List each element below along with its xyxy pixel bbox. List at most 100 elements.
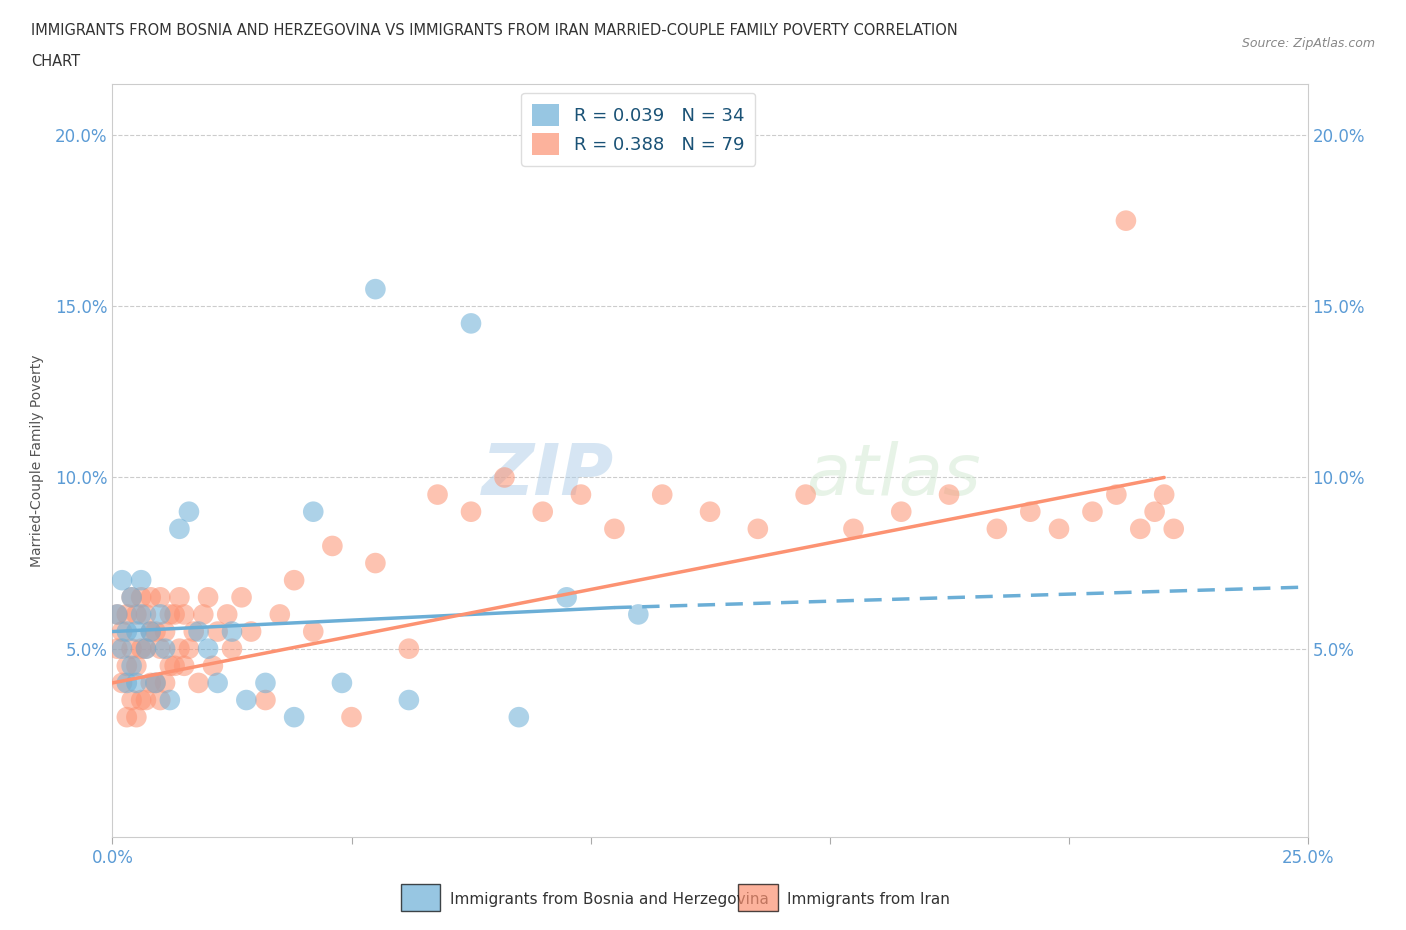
Point: [121, 590, 143, 604]
Point: [1105, 487, 1128, 502]
Point: [217, 607, 239, 622]
Point: [129, 642, 152, 657]
Point: [105, 607, 128, 622]
Point: [129, 590, 152, 604]
Point: [159, 658, 181, 673]
Point: [364, 555, 387, 570]
Point: [240, 624, 263, 639]
Point: [207, 624, 229, 639]
Point: [115, 624, 138, 639]
Point: [221, 624, 243, 639]
Point: [149, 590, 172, 604]
Point: [231, 590, 253, 604]
Point: [340, 710, 363, 724]
Point: [115, 658, 138, 673]
Point: [125, 710, 148, 724]
Point: [302, 624, 325, 639]
Point: [111, 675, 134, 690]
Point: [890, 504, 912, 519]
Point: [938, 487, 960, 502]
Point: [135, 642, 157, 657]
Point: [1129, 522, 1152, 537]
Point: [398, 642, 420, 657]
Point: [121, 590, 143, 604]
Point: [163, 658, 186, 673]
Point: [121, 693, 143, 708]
Point: [1081, 504, 1104, 519]
Point: [531, 504, 554, 519]
Point: [115, 675, 138, 690]
Text: CHART: CHART: [31, 54, 80, 69]
Point: [145, 624, 167, 639]
Point: [139, 590, 162, 604]
Point: [159, 607, 181, 622]
Point: [105, 642, 128, 657]
Point: [321, 538, 343, 553]
Text: Immigrants from Iran: Immigrants from Iran: [787, 892, 950, 907]
Point: [221, 642, 243, 657]
Point: [163, 607, 186, 622]
Point: [169, 522, 191, 537]
Point: [254, 693, 277, 708]
Point: [177, 642, 200, 657]
Point: [330, 675, 353, 690]
Point: [173, 658, 195, 673]
Point: [187, 675, 209, 690]
Point: [105, 607, 128, 622]
Point: [111, 642, 134, 657]
Point: [149, 607, 172, 622]
Point: [169, 590, 191, 604]
Point: [1019, 504, 1042, 519]
Point: [125, 607, 148, 622]
Point: [460, 316, 482, 331]
Point: [460, 504, 482, 519]
Point: [555, 590, 578, 604]
Point: [153, 675, 176, 690]
Point: [129, 607, 152, 622]
Point: [111, 573, 134, 588]
Point: [139, 624, 162, 639]
Point: [111, 624, 134, 639]
Text: Immigrants from Bosnia and Herzegovina: Immigrants from Bosnia and Herzegovina: [450, 892, 769, 907]
Point: [145, 675, 167, 690]
Point: [603, 522, 626, 537]
Point: [235, 693, 257, 708]
Point: [569, 487, 592, 502]
Point: [173, 607, 195, 622]
Point: [1115, 213, 1137, 228]
Point: [135, 642, 157, 657]
Text: IMMIGRANTS FROM BOSNIA AND HERZEGOVINA VS IMMIGRANTS FROM IRAN MARRIED-COUPLE FA: IMMIGRANTS FROM BOSNIA AND HERZEGOVINA V…: [31, 23, 957, 38]
Point: [169, 642, 191, 657]
Point: [129, 693, 152, 708]
Legend: R = 0.039   N = 34, R = 0.388   N = 79: R = 0.039 N = 34, R = 0.388 N = 79: [522, 93, 755, 166]
Point: [125, 624, 148, 639]
Point: [986, 522, 1008, 537]
Point: [269, 607, 291, 622]
Point: [1163, 522, 1185, 537]
Point: [508, 710, 530, 724]
Point: [747, 522, 769, 537]
Point: [115, 607, 138, 622]
Point: [627, 607, 650, 622]
Point: [494, 470, 516, 485]
Point: [121, 642, 143, 657]
Point: [193, 607, 215, 622]
Point: [149, 642, 172, 657]
Text: atlas: atlas: [806, 441, 980, 510]
Point: [207, 675, 229, 690]
Point: [398, 693, 420, 708]
Point: [135, 693, 157, 708]
Y-axis label: Married-Couple Family Poverty: Married-Couple Family Poverty: [30, 354, 44, 566]
Point: [125, 675, 148, 690]
Point: [842, 522, 865, 537]
Point: [187, 624, 209, 639]
Point: [1153, 487, 1175, 502]
Point: [115, 710, 138, 724]
Point: [254, 675, 277, 690]
Point: [1143, 504, 1166, 519]
Point: [283, 710, 305, 724]
Point: [302, 504, 325, 519]
Point: [364, 282, 387, 297]
Point: [135, 607, 157, 622]
Point: [183, 624, 205, 639]
